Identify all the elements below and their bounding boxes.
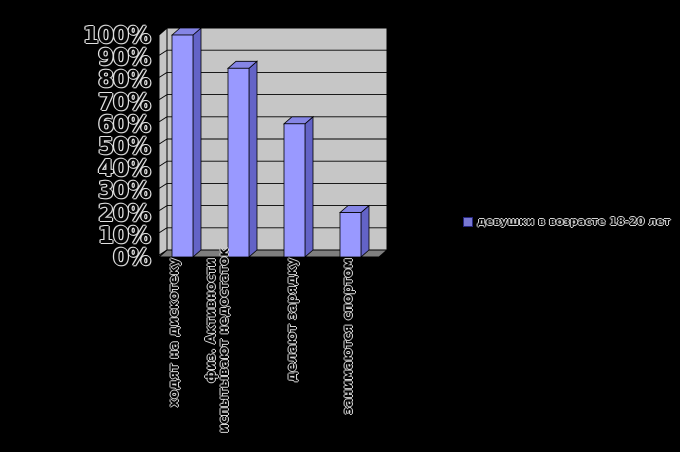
bar-side-1 [248, 60, 258, 258]
legend: девушки в возрасте 18-20 лет [463, 213, 670, 231]
y-tick-label: 80% [97, 67, 151, 93]
bar-1 [227, 67, 250, 258]
bar-0 [171, 34, 194, 258]
y-tick [152, 116, 168, 127]
x-category-label: делают зарядку [285, 258, 300, 433]
y-tick [152, 94, 168, 104]
y-tick [152, 72, 168, 82]
bar-side-0 [192, 27, 202, 258]
bar-side-2 [304, 115, 314, 258]
floor [157, 249, 389, 258]
x-category-label: занимаются спортом [341, 258, 356, 433]
bar-side-3 [360, 204, 370, 258]
y-tick-label: 90% [97, 45, 151, 71]
y-tick-label: 40% [97, 156, 151, 182]
y-tick [152, 205, 168, 215]
y-tick [152, 227, 168, 238]
x-category-label: физ. Активности испытывают недостаток [204, 247, 232, 433]
y-tick-label: 70% [97, 90, 151, 116]
y-tick-label: 10% [97, 223, 151, 249]
y-tick-label: 100% [82, 23, 151, 49]
x-category-label: ходят на дискотеку [167, 258, 182, 433]
bar-2 [283, 123, 306, 258]
y-tick-label: 20% [97, 201, 151, 227]
y-tick-label: 50% [97, 134, 151, 160]
y-tick-label: 0% [112, 245, 151, 271]
legend-label: девушки в возрасте 18-20 лет [477, 215, 671, 228]
x-category-label-line: испытывают недостаток [217, 247, 232, 433]
side-wall [158, 26, 168, 259]
legend-marker-icon [463, 217, 473, 227]
y-tick-label: 30% [97, 178, 151, 204]
bar-3 [339, 212, 362, 258]
x-category-label-line: ходят на дискотеку [167, 258, 182, 408]
x-category-label-line: занимаются спортом [341, 258, 356, 415]
x-category-label-line: делают зарядку [285, 258, 300, 383]
y-tick [152, 27, 168, 38]
y-tick [152, 183, 168, 193]
y-tick [152, 49, 168, 60]
y-tick-label: 60% [97, 112, 151, 138]
y-tick [152, 138, 168, 149]
y-tick [152, 160, 168, 171]
